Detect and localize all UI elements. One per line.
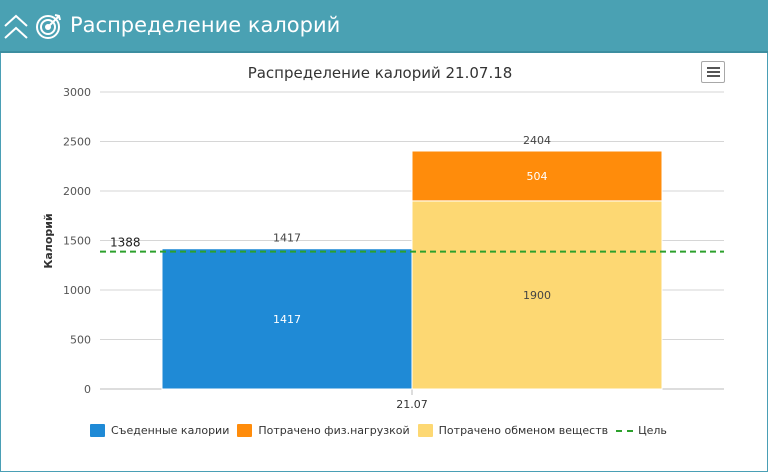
- bar-spent-segment[interactable]: [411, 150, 663, 202]
- legend-item[interactable]: Съеденные калории: [90, 423, 230, 437]
- bar-spent-segment[interactable]: [411, 200, 663, 390]
- y-tick-label: 2500: [63, 136, 91, 149]
- y-tick-label: 2000: [63, 185, 91, 198]
- stack-total-label: 1417: [273, 232, 301, 245]
- legend-label: Потрачено физ.нагрузкой: [258, 423, 410, 437]
- y-tick-label: 500: [70, 334, 91, 347]
- panel-header: Распределение калорий: [0, 0, 768, 53]
- chart-legend: Съеденные калории Потрачено физ.нагрузкой…: [90, 422, 675, 438]
- legend-label: Съеденные калории: [111, 423, 230, 437]
- chart-title: Распределение калорий 21.07.18: [248, 64, 513, 82]
- legend-item[interactable]: Потрачено физ.нагрузкой: [237, 423, 410, 437]
- legend-label: Потрачено обменом веществ: [438, 423, 609, 437]
- legend-color-swatch: [237, 423, 253, 437]
- y-tick-label: 3000: [63, 86, 91, 99]
- legend-color-swatch: [417, 423, 433, 437]
- target-line-label: 1388: [110, 236, 141, 250]
- chart-menu-button[interactable]: [701, 61, 725, 83]
- bar-data-label: 1417: [273, 313, 301, 326]
- bar-data-label: 1900: [523, 289, 551, 302]
- x-tick-label: 21.07: [396, 398, 428, 411]
- y-axis-label: Калорий: [42, 213, 55, 268]
- stack-total-label: 2404: [523, 134, 551, 147]
- legend-item[interactable]: Цель: [616, 424, 667, 437]
- target-icon: [36, 14, 61, 39]
- legend-item[interactable]: Потрачено обменом веществ: [417, 423, 609, 437]
- legend-color-swatch: [90, 423, 105, 437]
- y-tick-label: 1500: [63, 235, 91, 248]
- panel-title: Распределение калорий: [70, 13, 341, 37]
- chevron-up-double-icon[interactable]: [2, 10, 30, 42]
- calorie-chart: Распределение калорий 21.07.18 Калорий 0…: [42, 64, 724, 411]
- y-tick-label: 1000: [63, 284, 91, 297]
- legend-dash-swatch: [616, 424, 634, 437]
- y-tick-label: 0: [84, 383, 91, 396]
- bar-data-label: 504: [527, 170, 548, 183]
- hamburger-menu-icon: [707, 67, 720, 69]
- legend-label: Цель: [638, 423, 667, 437]
